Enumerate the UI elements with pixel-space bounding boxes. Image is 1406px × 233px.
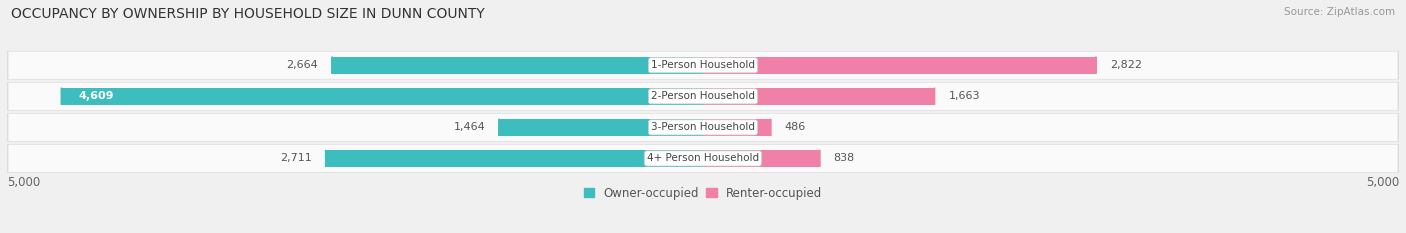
Bar [703,150,820,167]
Text: 1,464: 1,464 [454,122,485,132]
FancyBboxPatch shape [7,113,1399,142]
Text: 5,000: 5,000 [7,176,41,189]
Text: 486: 486 [785,122,806,132]
FancyBboxPatch shape [7,144,1399,173]
FancyBboxPatch shape [7,82,1399,111]
Bar [703,119,770,136]
Text: OCCUPANCY BY OWNERSHIP BY HOUSEHOLD SIZE IN DUNN COUNTY: OCCUPANCY BY OWNERSHIP BY HOUSEHOLD SIZE… [11,7,485,21]
Text: 4,609: 4,609 [79,91,114,101]
Text: 4+ Person Household: 4+ Person Household [647,154,759,163]
Bar [62,88,703,105]
Text: 3-Person Household: 3-Person Household [651,122,755,132]
Text: 838: 838 [834,154,855,163]
Bar [332,57,703,74]
Bar [499,119,703,136]
Text: 2,711: 2,711 [280,154,312,163]
FancyBboxPatch shape [8,114,1398,141]
Legend: Owner-occupied, Renter-occupied: Owner-occupied, Renter-occupied [583,187,823,200]
Bar [326,150,703,167]
Text: 1-Person Household: 1-Person Household [651,60,755,70]
Text: 2-Person Household: 2-Person Household [651,91,755,101]
FancyBboxPatch shape [8,51,1398,79]
FancyBboxPatch shape [7,51,1399,79]
Text: Source: ZipAtlas.com: Source: ZipAtlas.com [1284,7,1395,17]
Text: 2,664: 2,664 [287,60,318,70]
Text: 5,000: 5,000 [1365,176,1399,189]
Text: 1,663: 1,663 [949,91,980,101]
Bar [703,88,935,105]
Text: 2,822: 2,822 [1109,60,1142,70]
FancyBboxPatch shape [8,83,1398,110]
FancyBboxPatch shape [8,145,1398,172]
Bar [703,57,1095,74]
